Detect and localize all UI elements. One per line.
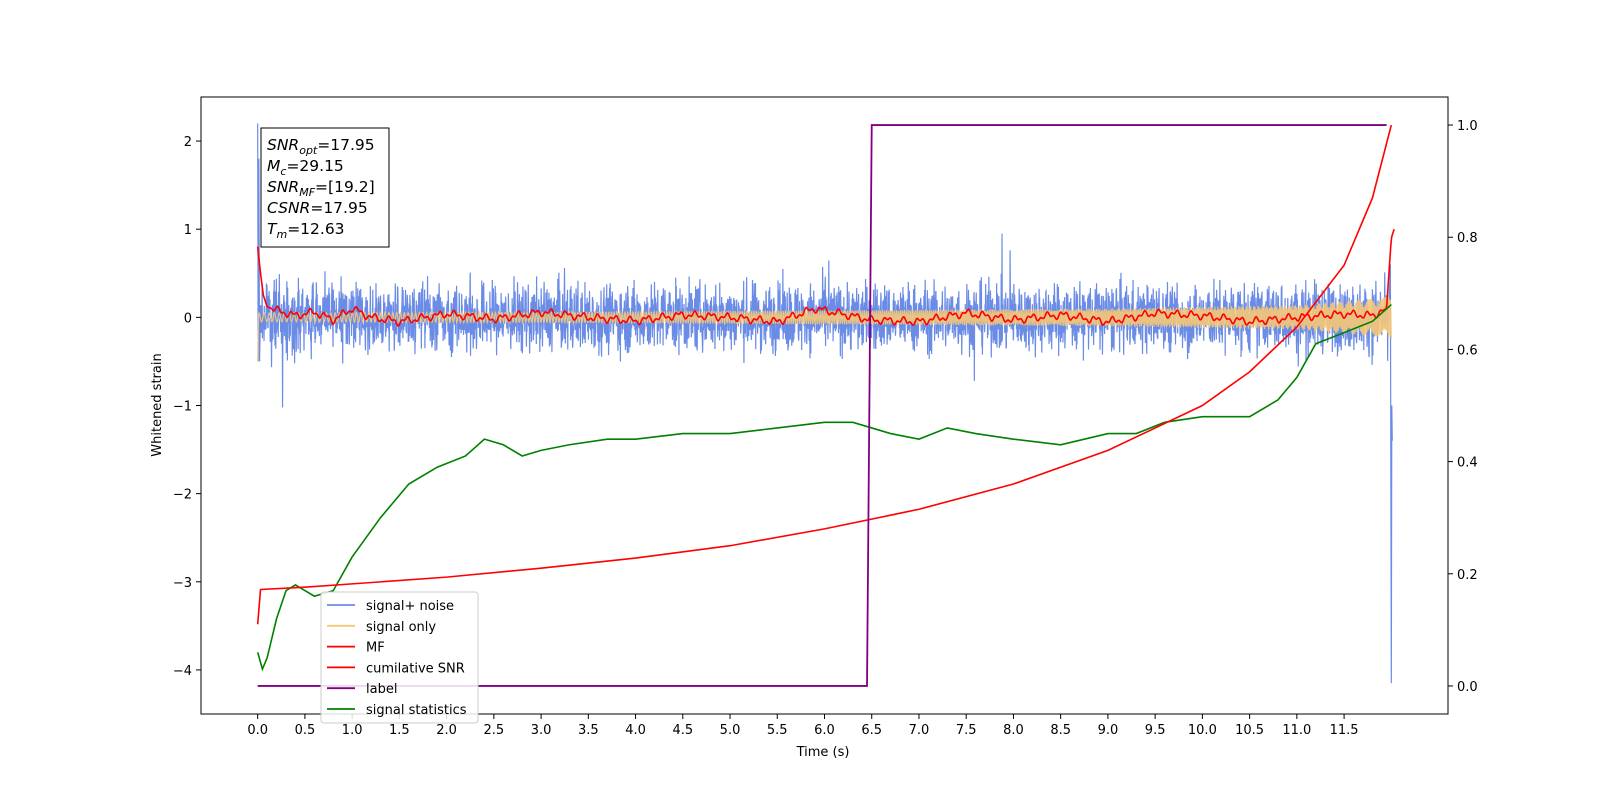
- stats-line: Mc=29.15: [267, 157, 344, 178]
- x-tick-label: 1.0: [342, 723, 363, 738]
- y-tick-label: 2: [184, 135, 192, 150]
- x-tick-label: 11.5: [1330, 723, 1359, 738]
- x-tick-label: 6.0: [814, 723, 835, 738]
- y-tick-label: −3: [173, 576, 192, 591]
- stats-value: =[19.2]: [315, 178, 375, 196]
- x-tick-label: 7.5: [956, 723, 977, 738]
- legend-label: cumilative SNR: [366, 661, 465, 676]
- y-axis-left: 2 1 0 −1 −2 −3 −4: [173, 135, 201, 679]
- x-tick-label: 2.0: [436, 723, 457, 738]
- x-axis: 0.0 0.5 1.0 1.5 2.0 2.5 3.0 3.5 4.0 4.5 5.0 5.5 6.0 6…: [247, 714, 1359, 738]
- x-tick-label: 6.5: [861, 723, 882, 738]
- y-tick-label: −2: [173, 488, 192, 503]
- x-tick-label: 9.0: [1098, 723, 1119, 738]
- x-tick-label: 5.0: [720, 723, 741, 738]
- x-tick-label: 3.0: [531, 723, 552, 738]
- y-tick-label: 1: [184, 223, 192, 238]
- x-tick-label: 10.0: [1188, 723, 1217, 738]
- y-tick-label: −1: [173, 400, 192, 415]
- stats-symbol: M: [267, 157, 280, 175]
- stats-value: =17.95: [317, 136, 374, 154]
- stats-subscript: MF: [299, 186, 315, 199]
- x-tick-label: 8.0: [1003, 723, 1024, 738]
- series-mf-line: [256, 228, 1395, 327]
- stats-box-frame: [260, 127, 390, 248]
- stats-symbol: T: [267, 220, 278, 238]
- stats-subscript: m: [276, 228, 287, 241]
- y-axis-right: 1.0 0.8 0.6 0.4 0.2 0.0: [1448, 119, 1478, 695]
- y-tick-label: 0: [184, 311, 192, 326]
- stats-value: =29.15: [286, 157, 343, 175]
- x-tick-label: 4.5: [672, 723, 693, 738]
- x-tick-label: 11.0: [1282, 723, 1311, 738]
- series-cumulative-snr-line: [256, 124, 1393, 625]
- series-label-line: [257, 124, 1387, 687]
- y-right-tick-label: 0.8: [1457, 231, 1478, 246]
- plot-lines: [256, 123, 1395, 687]
- x-tick-label: 0.0: [247, 723, 268, 738]
- y-tick-label: −4: [173, 664, 192, 679]
- stats-symbol: SNR: [267, 178, 299, 196]
- x-tick-label: 9.5: [1145, 723, 1166, 738]
- stats-value: =17.95: [310, 199, 367, 217]
- stats-symbol: SNR: [267, 136, 299, 154]
- x-tick-label: 5.5: [767, 723, 788, 738]
- x-tick-label: 0.5: [295, 723, 316, 738]
- x-tick-label: 4.0: [625, 723, 646, 738]
- x-tick-label: 7.0: [909, 723, 930, 738]
- legend-label: signal only: [366, 620, 436, 635]
- x-tick-label: 3.5: [578, 723, 599, 738]
- y-right-tick-label: 1.0: [1457, 119, 1478, 134]
- x-tick-label: 2.5: [484, 723, 505, 738]
- legend: signal+ noise signal only MF cumilative SNR…: [320, 591, 479, 724]
- y-right-tick-label: 0.4: [1457, 456, 1478, 471]
- stats-subscript: opt: [299, 144, 318, 157]
- legend-label: MF: [366, 641, 385, 656]
- y-right-tick-label: 0.2: [1457, 568, 1478, 583]
- x-tick-label: 10.5: [1235, 723, 1264, 738]
- series-signal-statistics-line: [256, 303, 1392, 672]
- stats-symbol: CSNR: [267, 199, 310, 217]
- stats-line: SNRMF=[19.2]: [267, 178, 375, 199]
- x-tick-label: 1.5: [389, 723, 410, 738]
- stats-subscript: c: [280, 165, 286, 178]
- legend-frame: [320, 591, 479, 724]
- legend-label: signal+ noise: [366, 599, 454, 614]
- stats-line: Tm=12.63: [267, 220, 345, 241]
- x-axis-title: Time (s): [796, 745, 850, 760]
- legend-label: label: [366, 682, 397, 697]
- stats-value: =12.63: [287, 220, 344, 238]
- y-axis-title: Whitened strain: [150, 353, 165, 456]
- stats-line: SNRopt=17.95: [267, 136, 375, 157]
- stats-line: CSNR=17.95: [267, 199, 368, 217]
- y-right-tick-label: 0.0: [1457, 680, 1478, 695]
- y-right-tick-label: 0.6: [1457, 343, 1478, 358]
- legend-label: signal statistics: [366, 703, 467, 718]
- stats-box: SNRopt=17.95Mc=29.15SNRMF=[19.2]CSNR=17.…: [260, 127, 390, 248]
- x-tick-label: 8.5: [1050, 723, 1071, 738]
